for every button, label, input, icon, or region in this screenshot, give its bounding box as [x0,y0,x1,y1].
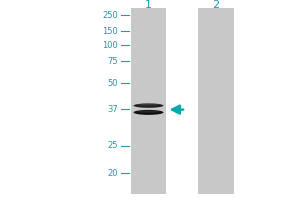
Text: 100: 100 [102,40,118,49]
Ellipse shape [134,103,164,108]
Text: 25: 25 [107,142,118,150]
Text: 250: 250 [102,10,118,20]
Text: 37: 37 [107,105,118,114]
Ellipse shape [137,111,160,112]
Text: 20: 20 [107,168,118,178]
Text: 2: 2 [212,0,220,10]
Bar [198,8,234,194]
Text: 50: 50 [107,78,118,88]
Text: 75: 75 [107,56,118,66]
Ellipse shape [137,104,160,106]
Text: 1: 1 [145,0,152,10]
Text: 150: 150 [102,26,118,36]
Ellipse shape [134,110,164,115]
Bar [130,8,166,194]
